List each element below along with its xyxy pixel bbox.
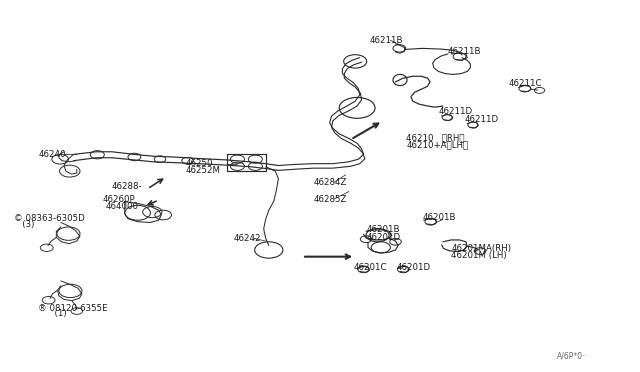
Text: A/6P*0··: A/6P*0·· xyxy=(557,352,588,361)
Text: 46260P: 46260P xyxy=(102,195,135,203)
Text: 46201B: 46201B xyxy=(422,213,456,222)
Text: (1): (1) xyxy=(38,310,67,318)
Text: 46211D: 46211D xyxy=(438,107,472,116)
Text: 46211D: 46211D xyxy=(465,115,499,124)
Text: 46242: 46242 xyxy=(234,234,261,243)
Text: 46250: 46250 xyxy=(186,159,213,168)
Text: 46201D: 46201D xyxy=(397,263,431,272)
Text: 46211B: 46211B xyxy=(370,36,403,45)
Text: © 08363-6305D: © 08363-6305D xyxy=(14,214,85,223)
Text: ® 08120-6355E: ® 08120-6355E xyxy=(38,304,108,312)
Text: 46252M: 46252M xyxy=(186,166,221,175)
Text: 46201M (LH): 46201M (LH) xyxy=(451,251,507,260)
Text: 46201B: 46201B xyxy=(366,225,399,234)
Text: 46211B: 46211B xyxy=(448,47,481,56)
Text: 46211C: 46211C xyxy=(509,79,542,88)
Text: (3): (3) xyxy=(14,220,35,229)
Text: 46201MA(RH): 46201MA(RH) xyxy=(451,244,511,253)
Text: 464000: 464000 xyxy=(106,202,139,211)
Text: 46240: 46240 xyxy=(38,150,66,159)
Text: 46201D: 46201D xyxy=(366,233,400,242)
Text: 46210+A〈LH〉: 46210+A〈LH〉 xyxy=(406,140,468,149)
Text: 46284Z: 46284Z xyxy=(314,178,347,187)
Text: 46288-: 46288- xyxy=(112,182,143,190)
Text: 46210   〈RH〉: 46210 〈RH〉 xyxy=(406,133,465,142)
Text: 46285Z: 46285Z xyxy=(314,195,347,203)
Text: 46201C: 46201C xyxy=(353,263,387,272)
